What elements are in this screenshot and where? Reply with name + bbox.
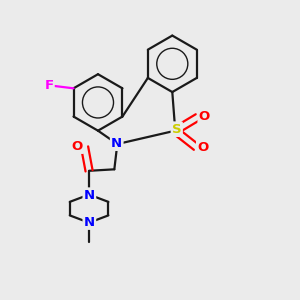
Text: O: O	[199, 110, 210, 123]
Text: F: F	[44, 80, 53, 92]
Text: N: N	[84, 189, 95, 202]
Text: O: O	[197, 141, 208, 154]
Text: N: N	[111, 137, 122, 150]
Text: O: O	[72, 140, 83, 153]
Text: S: S	[172, 123, 182, 136]
Text: N: N	[84, 216, 95, 229]
